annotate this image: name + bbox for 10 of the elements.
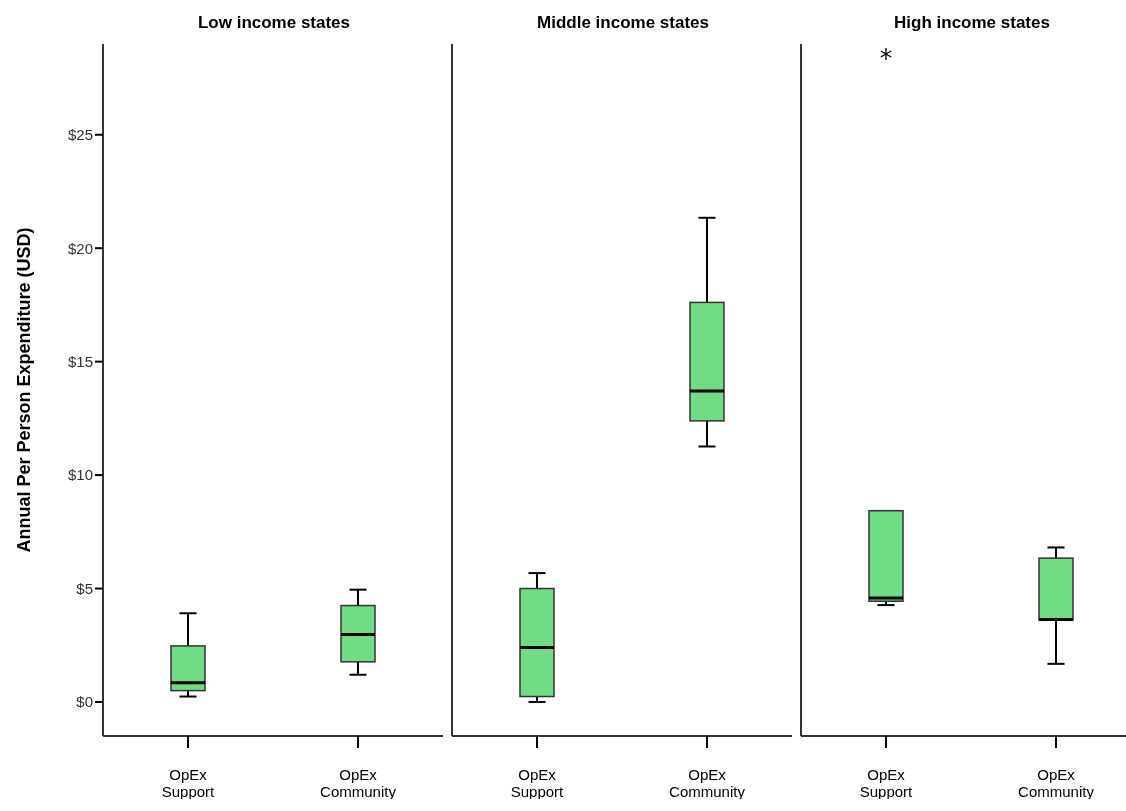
chart-title: Low income states <box>196 12 352 34</box>
y-tick-label: $10 <box>67 466 93 484</box>
chart-title: High income states <box>893 12 1051 34</box>
chart-title: Middle income states <box>536 12 710 34</box>
y-tick-label: $20 <box>67 239 93 257</box>
y-tick-label: $5 <box>76 579 93 597</box>
y-axis-title: Annual Per Person Expenditure (USD) <box>14 227 35 553</box>
y-tick-label: $0 <box>76 693 93 711</box>
y-tick-label: $15 <box>67 352 93 370</box>
y-tick-label: $25 <box>67 126 93 144</box>
